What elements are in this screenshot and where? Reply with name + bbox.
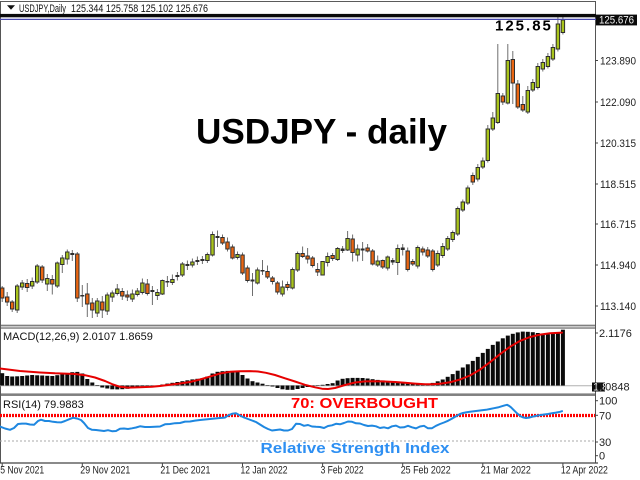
svg-text:114.940: 114.940 <box>600 260 636 272</box>
svg-text:1.8: 1.8 <box>593 382 608 394</box>
svg-text:Relative Strength Index: Relative Strength Index <box>261 440 451 457</box>
svg-text:30: 30 <box>599 437 611 449</box>
svg-text:12 Jan 2022: 12 Jan 2022 <box>241 465 288 477</box>
svg-text:25 Feb 2022: 25 Feb 2022 <box>401 465 451 477</box>
svg-text:122.090: 122.090 <box>600 97 636 109</box>
svg-text:USDJPY - daily: USDJPY - daily <box>196 113 448 152</box>
svg-text:70: OVERBOUGHT: 70: OVERBOUGHT <box>291 396 438 412</box>
svg-text:21 Dec 2021: 21 Dec 2021 <box>160 465 210 477</box>
svg-text:125.85: 125.85 <box>495 18 553 35</box>
svg-text:5 Nov 2021: 5 Nov 2021 <box>0 465 44 477</box>
svg-text:116.715: 116.715 <box>600 219 636 231</box>
svg-text:21 Mar 2022: 21 Mar 2022 <box>481 465 531 477</box>
svg-text:125.344 125.758 125.102 125.67: 125.344 125.758 125.102 125.676 <box>71 3 208 15</box>
svg-text:0.0848: 0.0848 <box>596 382 630 394</box>
svg-text:100: 100 <box>599 396 617 408</box>
svg-text:0: 0 <box>599 451 605 463</box>
svg-text:12 Apr 2022: 12 Apr 2022 <box>561 465 608 477</box>
svg-text:USDJPY,Daily: USDJPY,Daily <box>19 3 66 15</box>
svg-text:RSI(14) 79.9883: RSI(14) 79.9883 <box>3 399 84 411</box>
svg-text:29 Nov 2021: 29 Nov 2021 <box>80 465 130 477</box>
svg-text:3 Feb 2022: 3 Feb 2022 <box>321 465 364 477</box>
svg-text:120.315: 120.315 <box>600 138 636 150</box>
svg-text:125.676: 125.676 <box>599 15 634 27</box>
svg-text:118.515: 118.515 <box>600 179 636 191</box>
svg-text:2.1176: 2.1176 <box>599 328 632 340</box>
svg-text:70: 70 <box>599 410 611 422</box>
svg-text:123.890: 123.890 <box>600 56 636 68</box>
svg-text:MACD(12,26,9) 2.0107 1.8659: MACD(12,26,9) 2.0107 1.8659 <box>3 331 153 343</box>
svg-text:113.140: 113.140 <box>600 301 636 313</box>
